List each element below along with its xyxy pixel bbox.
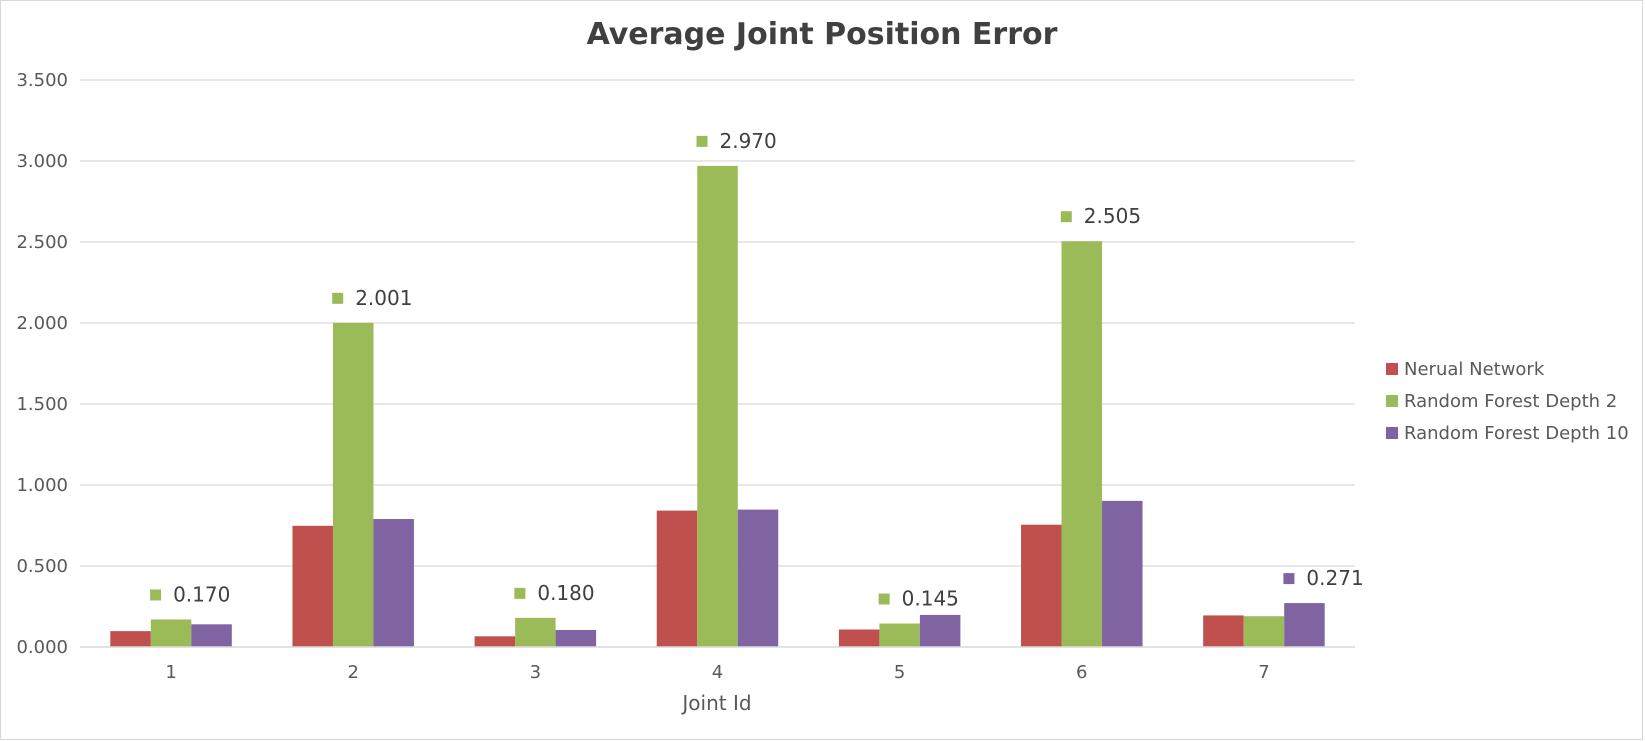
data-label-key <box>1060 211 1072 223</box>
bars <box>110 165 1325 648</box>
data-label-key <box>150 589 162 601</box>
y-tick-label: 2.000 <box>16 313 68 334</box>
x-tick-label: 3 <box>530 662 541 683</box>
y-tick-label: 3.500 <box>16 70 68 91</box>
x-tick-label: 5 <box>894 662 905 683</box>
y-axis-ticks: 0.000 0.500 1.000 1.500 2.000 2.500 3.000 3.500 <box>16 70 68 658</box>
bar-joint-5-series-1 <box>838 629 880 647</box>
bar-joint-2-series-3 <box>373 519 414 647</box>
x-tick-label: 7 <box>1258 662 1269 683</box>
data-label-key <box>1283 573 1295 585</box>
x-tick-label: 6 <box>1076 662 1087 683</box>
bar-joint-7-series-1 <box>1203 615 1244 647</box>
data-label: 0.170 <box>150 582 230 606</box>
x-axis-ticks: 1 2 3 4 5 6 7 <box>165 662 1269 683</box>
bar-joint-3-series-3 <box>555 629 597 647</box>
bar-joint-7-series-3 <box>1284 603 1325 647</box>
bar-joint-6-series-3 <box>1102 500 1143 647</box>
x-tick-label: 4 <box>712 662 723 683</box>
chart-title: Average Joint Position Error <box>587 17 1058 52</box>
legend-swatch <box>1386 363 1398 375</box>
y-tick-label: 1.000 <box>16 475 68 496</box>
y-tick-label: 1.500 <box>16 394 68 415</box>
data-labels: 0.170 2.001 0.180 2.970 0.145 2.505 0.271 <box>150 129 1364 611</box>
data-label-value: 0.145 <box>902 587 959 611</box>
legend-label: Nerual Network <box>1404 359 1545 380</box>
bar-joint-4-series-3 <box>737 509 779 647</box>
y-tick-label: 0.000 <box>16 637 68 658</box>
bar-joint-1-series-3 <box>191 624 232 647</box>
x-tick-label: 1 <box>165 662 176 683</box>
y-tick-label: 0.500 <box>16 556 68 577</box>
bar-joint-2-series-2 <box>332 322 374 647</box>
x-tick-label: 2 <box>347 662 358 683</box>
y-tick-label: 3.000 <box>16 151 68 172</box>
data-label: 2.970 <box>696 129 777 153</box>
data-label-key <box>332 292 344 304</box>
data-label-value: 0.271 <box>1306 566 1363 590</box>
bar-joint-6-series-2 <box>1061 241 1103 647</box>
bar-joint-5-series-2 <box>879 623 920 647</box>
bar-joint-4-series-1 <box>656 510 698 647</box>
bar-joint-3-series-2 <box>515 617 556 647</box>
legend-swatch <box>1386 395 1398 407</box>
bar-joint-7-series-2 <box>1243 616 1285 647</box>
legend-item: Random Forest Depth 10 <box>1386 423 1629 444</box>
y-tick-label: 2.500 <box>16 232 68 253</box>
bar-joint-5-series-3 <box>919 614 961 647</box>
data-label-key <box>696 135 708 147</box>
bar-joint-2-series-1 <box>292 525 333 647</box>
data-label-key <box>514 587 526 599</box>
legend: Nerual Network Random Forest Depth 2 Rando… <box>1386 359 1629 444</box>
data-label-value: 2.970 <box>720 129 777 153</box>
legend-label: Random Forest Depth 2 <box>1404 391 1617 412</box>
bar-joint-1-series-2 <box>150 619 192 647</box>
data-label-value: 0.170 <box>173 582 230 606</box>
data-label-value: 2.505 <box>1084 204 1141 228</box>
data-label: 2.001 <box>332 286 412 310</box>
legend-item: Nerual Network <box>1386 359 1545 380</box>
data-label: 0.180 <box>514 581 595 605</box>
data-label: 0.271 <box>1283 566 1364 590</box>
legend-label: Random Forest Depth 10 <box>1404 423 1629 444</box>
bar-joint-3-series-1 <box>474 636 516 647</box>
bar-joint-1-series-1 <box>110 631 151 647</box>
legend-swatch <box>1386 427 1398 439</box>
x-axis-label: Joint Id <box>680 691 751 715</box>
bar-joint-6-series-1 <box>1021 524 1062 647</box>
data-label: 0.145 <box>878 587 959 611</box>
data-label-value: 0.180 <box>537 581 594 605</box>
data-label-key <box>878 593 890 605</box>
bar-joint-4-series-2 <box>697 165 738 648</box>
legend-item: Random Forest Depth 2 <box>1386 391 1617 412</box>
data-label: 2.505 <box>1060 204 1141 228</box>
data-label-value: 2.001 <box>355 286 412 310</box>
